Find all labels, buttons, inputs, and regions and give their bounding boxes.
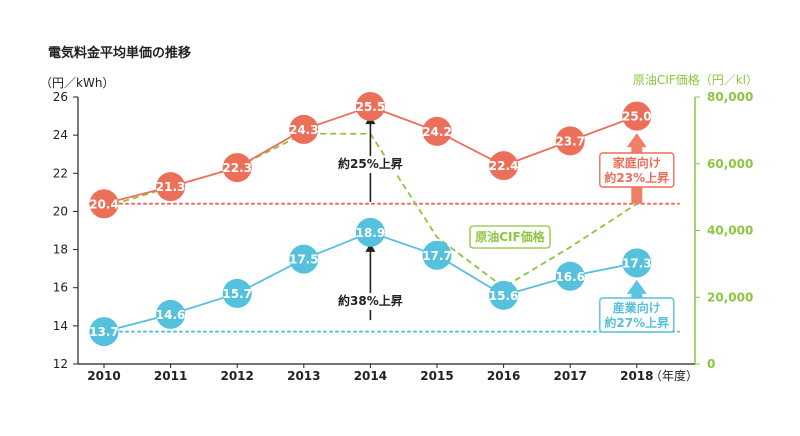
industrial-point bbox=[222, 278, 252, 308]
industrial-point-label: 13.7 bbox=[89, 325, 119, 339]
left-axis-tick-label: 14 bbox=[53, 319, 68, 333]
household-increase-arrow-head bbox=[626, 133, 647, 148]
household-callout-box bbox=[599, 152, 675, 188]
industrial-point-label: 17.7 bbox=[422, 249, 452, 263]
industrial-callout-box bbox=[599, 297, 675, 333]
x-axis-tick-label: 2018 bbox=[620, 369, 653, 383]
household-point-label: 20.4 bbox=[89, 197, 119, 211]
right-axis-tick-label: 40,000 bbox=[707, 224, 753, 238]
industrial-point-label: 14.6 bbox=[156, 308, 186, 322]
right-axis-unit: 原油CIF価格（円／kl） bbox=[633, 72, 758, 87]
industrial-point-label: 17.3 bbox=[622, 256, 652, 270]
left-axis-tick-label: 12 bbox=[53, 357, 68, 371]
industrial-point bbox=[289, 244, 319, 274]
industrial-point-label: 17.5 bbox=[289, 253, 319, 267]
industrial-point bbox=[555, 261, 585, 291]
industrial-point bbox=[355, 217, 385, 247]
x-axis-tick-label: 2015 bbox=[420, 369, 453, 383]
industrial-point bbox=[489, 280, 519, 310]
household-point-label: 24.3 bbox=[289, 123, 319, 137]
household-point bbox=[289, 114, 319, 144]
industrial-2014-arrow-head bbox=[365, 242, 376, 252]
household-point-label: 24.2 bbox=[422, 125, 452, 139]
household-point-label: 21.3 bbox=[156, 180, 186, 194]
industrial-point-label: 18.9 bbox=[356, 226, 386, 240]
left-axis-tick-label: 18 bbox=[53, 243, 68, 257]
household-point bbox=[222, 153, 252, 183]
left-axis-tick-label: 20 bbox=[53, 204, 68, 218]
household-callout-line: 約23%上昇 bbox=[604, 170, 669, 185]
crude-oil-label-box bbox=[469, 225, 551, 249]
left-axis-tick-label: 22 bbox=[53, 166, 68, 180]
x-axis-tick-label: 2014 bbox=[354, 369, 387, 383]
household-point bbox=[156, 172, 186, 202]
industrial-increase-arrow-head bbox=[626, 279, 647, 294]
household-point bbox=[555, 126, 585, 156]
household-callout-line: 家庭向け bbox=[613, 155, 661, 170]
household-2014-annotation-bg bbox=[337, 156, 404, 173]
x-axis-unit: （年度） bbox=[650, 368, 698, 383]
right-axis-tick-label: 80,000 bbox=[707, 90, 753, 104]
household-point bbox=[489, 151, 519, 181]
industrial-point bbox=[422, 240, 452, 270]
x-axis-tick-label: 2011 bbox=[154, 369, 187, 383]
x-axis-tick-label: 2012 bbox=[220, 369, 253, 383]
right-axis-tick-label: 60,000 bbox=[707, 157, 753, 171]
left-axis-tick-label: 26 bbox=[53, 90, 68, 104]
household-point-label: 22.3 bbox=[222, 161, 252, 175]
household-point-label: 25.5 bbox=[356, 100, 386, 114]
industrial-point-label: 15.7 bbox=[222, 287, 252, 301]
x-axis-tick-label: 2017 bbox=[553, 369, 586, 383]
x-axis-tick-label: 2013 bbox=[287, 369, 320, 383]
household-point bbox=[89, 189, 119, 219]
x-axis-tick-label: 2016 bbox=[487, 369, 520, 383]
industrial-point-label: 15.6 bbox=[489, 289, 519, 303]
household-point bbox=[422, 116, 452, 146]
plot-area: 12 14 16 18 20 22 24 26 2010 2011 2012 2013 2014 2015… bbox=[53, 90, 754, 383]
left-axis-tick-label: 16 bbox=[53, 281, 68, 295]
industrial-callout-line: 産業向け bbox=[613, 300, 661, 315]
industrial-2014-annotation: 約38%上昇 bbox=[338, 293, 403, 308]
household-point bbox=[355, 92, 385, 122]
household-point bbox=[622, 101, 652, 131]
household-point-label: 23.7 bbox=[555, 134, 585, 148]
industrial-point bbox=[622, 248, 652, 278]
industrial-2014-annotation-bg bbox=[337, 293, 404, 310]
right-axis-tick-label: 0 bbox=[707, 357, 715, 371]
household-point-label: 25.0 bbox=[622, 110, 652, 124]
x-axis-tick-label: 2010 bbox=[87, 369, 120, 383]
industrial-point-label: 16.6 bbox=[555, 270, 585, 284]
left-axis-tick-label: 24 bbox=[53, 128, 68, 142]
chart-title: 電気料金平均単価の推移 bbox=[48, 45, 191, 61]
industrial-point bbox=[156, 299, 186, 329]
right-axis-tick-label: 20,000 bbox=[707, 290, 753, 304]
industrial-callout-line: 約27%上昇 bbox=[604, 315, 669, 330]
crude-oil-label: 原油CIF価格 bbox=[475, 229, 545, 244]
left-axis-unit: （円／kWh） bbox=[40, 76, 114, 90]
industrial-point bbox=[89, 317, 119, 347]
household-2014-annotation: 約25%上昇 bbox=[338, 156, 403, 171]
household-point-label: 22.4 bbox=[489, 159, 519, 173]
